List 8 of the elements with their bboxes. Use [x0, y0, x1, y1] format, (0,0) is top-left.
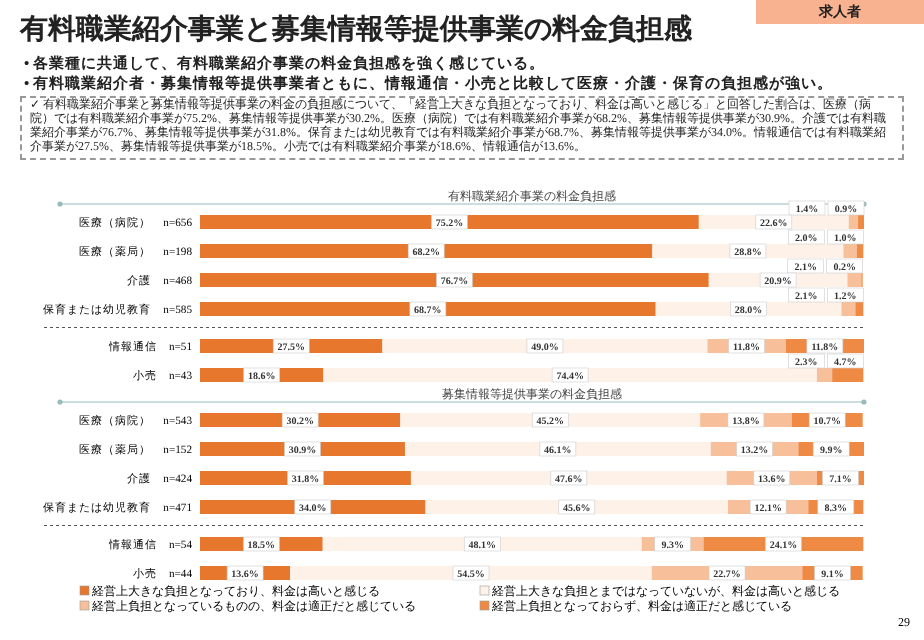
- bar: [848, 215, 859, 229]
- bar: [858, 215, 864, 229]
- bar: [200, 244, 653, 258]
- bar: [200, 273, 709, 287]
- text: 有料職業紹介事業と募集情報等提供事業の料金負担感: [20, 12, 692, 50]
- bar: [290, 566, 652, 580]
- bar: [323, 368, 817, 382]
- bar: [200, 215, 699, 229]
